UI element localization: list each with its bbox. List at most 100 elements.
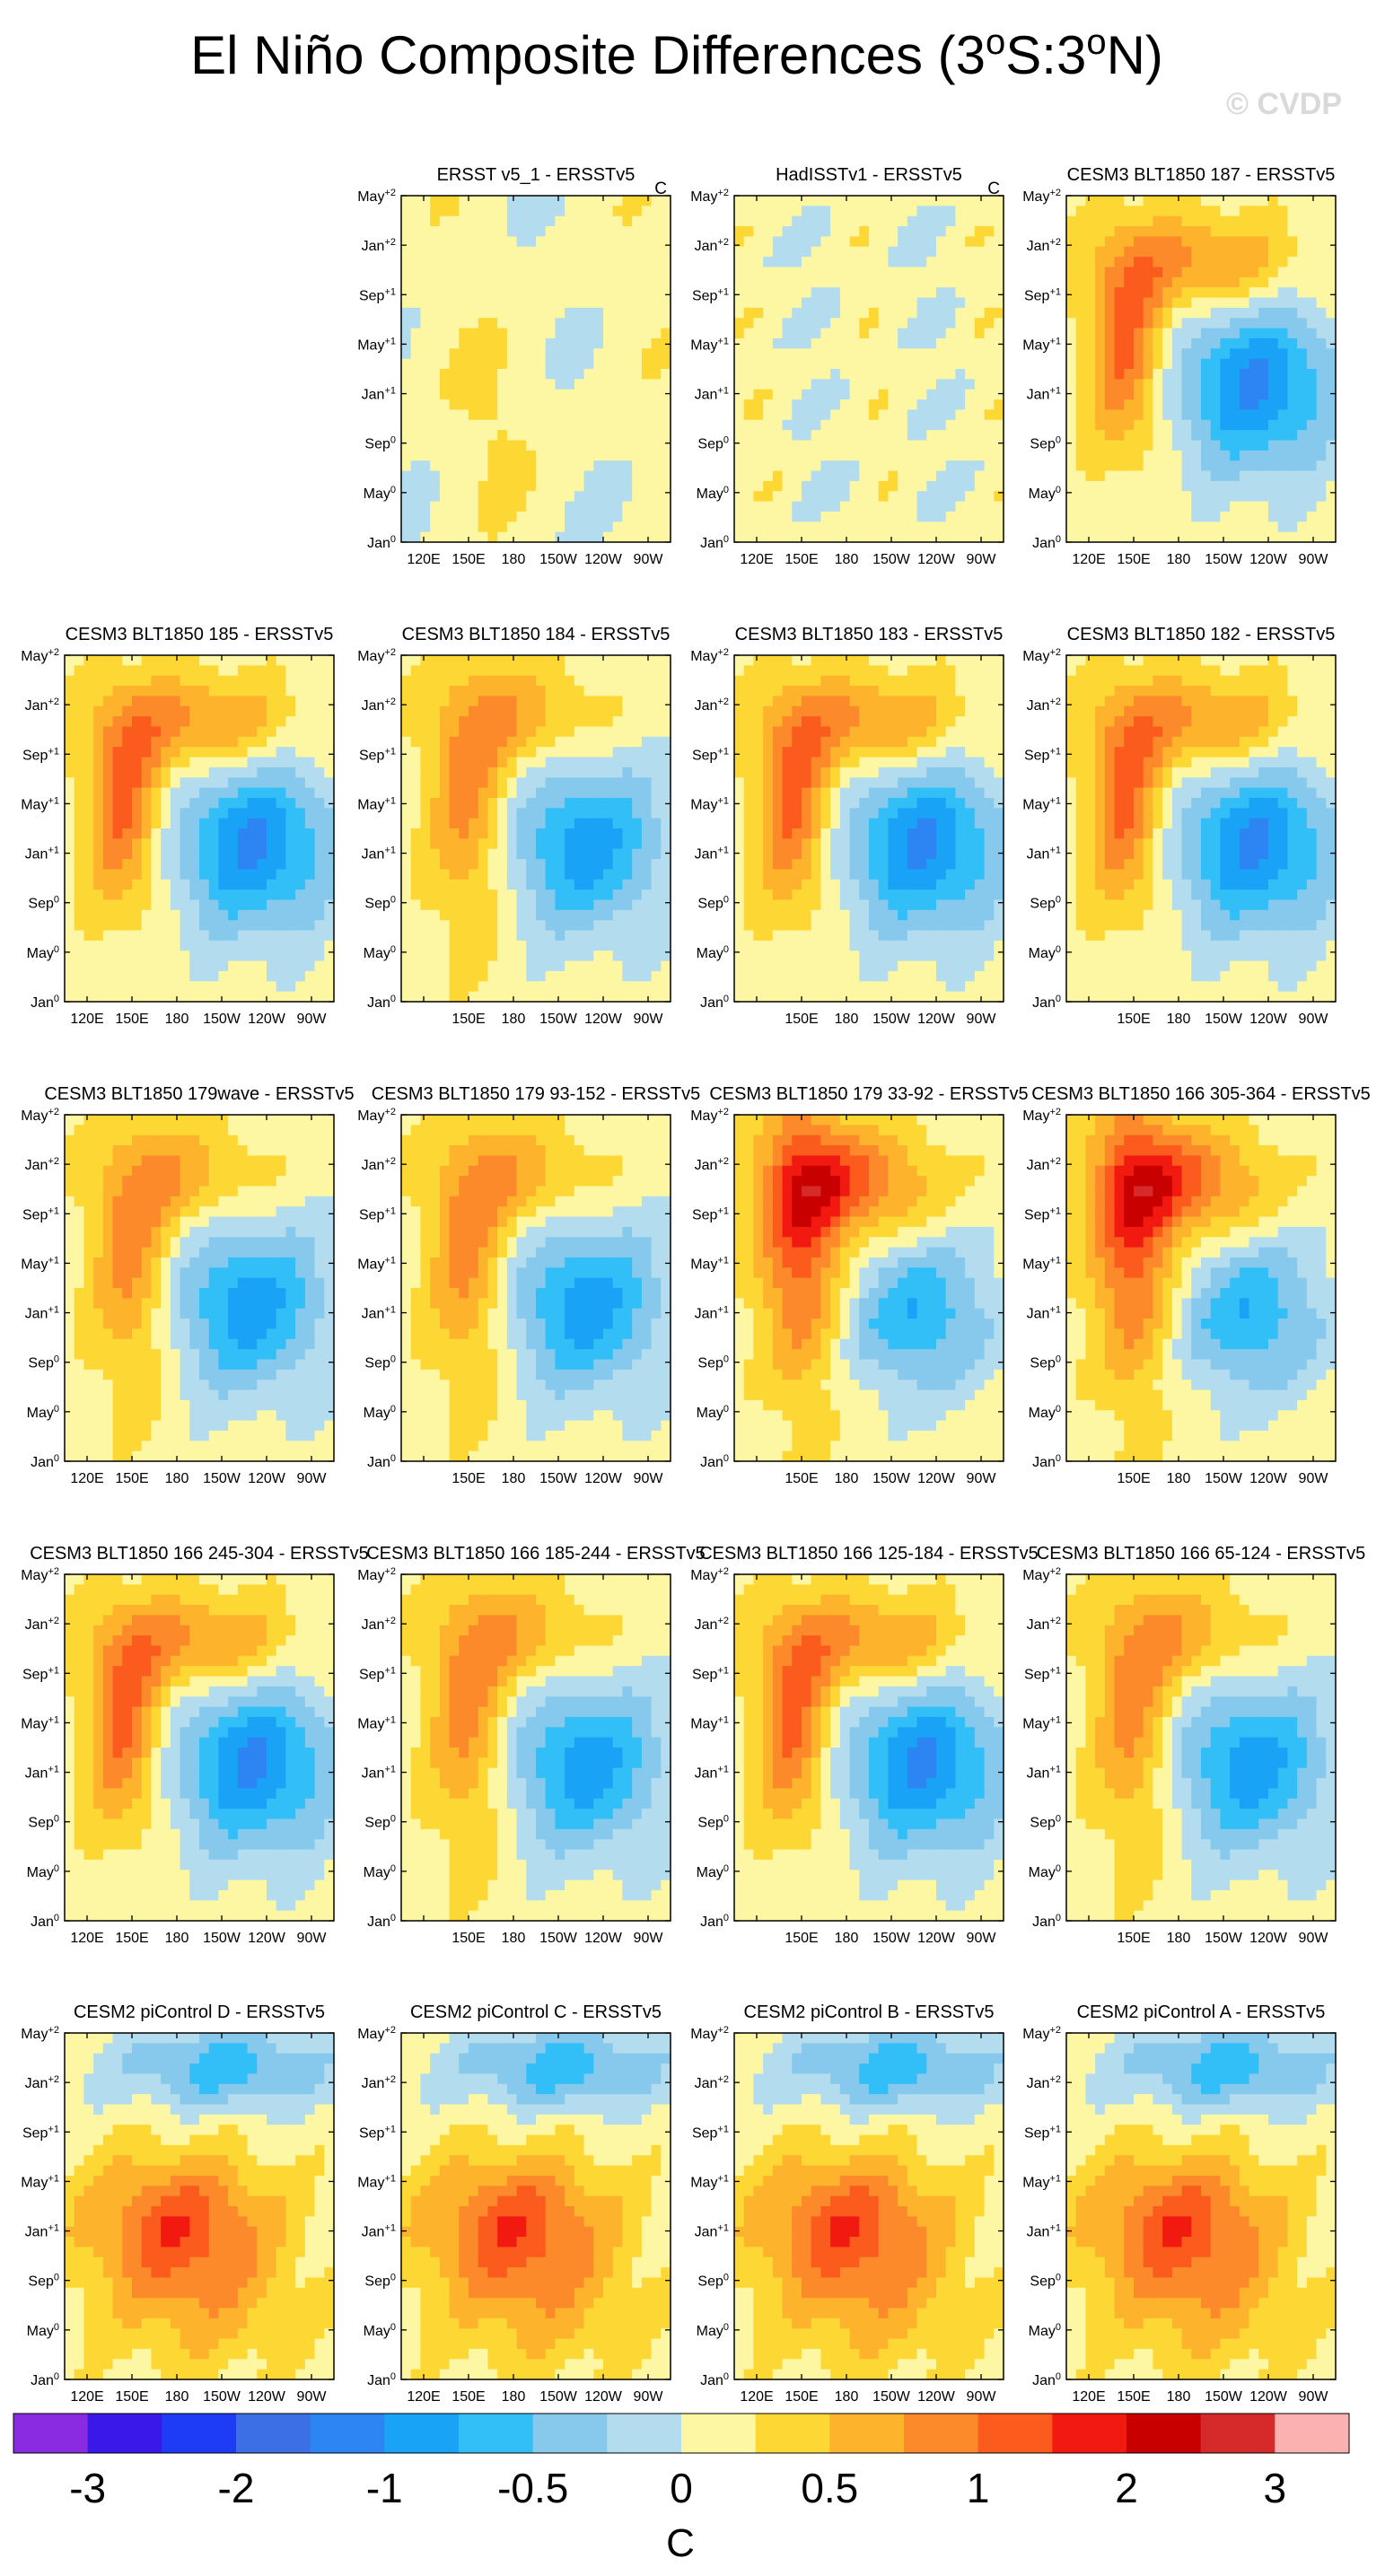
x-tick-label: 180 bbox=[1167, 552, 1191, 567]
field-cell bbox=[820, 369, 831, 380]
field-cell bbox=[497, 409, 508, 421]
field-cell bbox=[1143, 440, 1154, 451]
field-cell bbox=[478, 970, 489, 982]
field-cell bbox=[574, 655, 585, 666]
field-cell bbox=[420, 409, 431, 421]
field-cell bbox=[661, 757, 671, 768]
field-cell bbox=[888, 196, 898, 206]
field-cell bbox=[622, 215, 633, 227]
field-cell bbox=[439, 859, 451, 871]
field-cell bbox=[1085, 226, 1096, 238]
field-cell bbox=[1210, 337, 1222, 349]
field-cell bbox=[1239, 206, 1250, 217]
field-cell bbox=[830, 450, 841, 461]
field-cell bbox=[180, 848, 190, 860]
field-cell bbox=[734, 440, 745, 451]
field-cell bbox=[469, 665, 479, 677]
field-cell bbox=[478, 686, 489, 697]
field-cell bbox=[811, 379, 822, 390]
field-cell bbox=[487, 337, 498, 349]
field-cell bbox=[141, 970, 153, 982]
field-cell bbox=[420, 747, 431, 758]
field-cell bbox=[811, 246, 822, 258]
field-cell bbox=[93, 665, 104, 677]
field-cell bbox=[526, 675, 537, 687]
field-cell bbox=[545, 838, 557, 850]
field-cell bbox=[420, 665, 431, 677]
field-cell bbox=[189, 859, 200, 871]
field-cell bbox=[410, 307, 422, 319]
field-cell bbox=[632, 909, 643, 921]
field-cell bbox=[516, 389, 527, 400]
field-cell bbox=[1085, 480, 1096, 492]
field-cell bbox=[430, 909, 441, 921]
field-cell bbox=[1143, 236, 1154, 248]
field-cell bbox=[555, 747, 565, 758]
field-cell bbox=[449, 450, 460, 461]
field-cell bbox=[1201, 297, 1212, 309]
field-cell bbox=[516, 379, 527, 390]
field-cell bbox=[1066, 409, 1077, 421]
field-cell bbox=[1153, 358, 1163, 370]
field-cell bbox=[651, 879, 662, 890]
field-cell bbox=[792, 521, 802, 533]
field-cell bbox=[1326, 226, 1337, 238]
field-cell bbox=[74, 889, 85, 901]
field-cell bbox=[1297, 257, 1308, 268]
field-cell bbox=[869, 430, 880, 442]
field-cell bbox=[1114, 389, 1125, 400]
field-cell bbox=[583, 470, 594, 482]
field-cell bbox=[965, 226, 976, 238]
field-cell bbox=[459, 930, 469, 942]
field-cell bbox=[497, 226, 508, 238]
field-cell bbox=[161, 686, 171, 697]
field-cell bbox=[555, 358, 565, 370]
field-cell bbox=[420, 450, 431, 461]
y-tick-label: May+2 bbox=[690, 188, 729, 205]
field-cell bbox=[1306, 328, 1318, 339]
field-cell bbox=[1306, 521, 1318, 533]
field-cell bbox=[1143, 450, 1154, 461]
field-cell bbox=[410, 460, 422, 472]
field-cell bbox=[878, 236, 890, 248]
field-cell bbox=[478, 930, 489, 942]
field-cell bbox=[898, 236, 908, 248]
field-cell bbox=[478, 889, 489, 901]
field-cell bbox=[430, 369, 441, 380]
field-cell bbox=[1143, 460, 1154, 472]
field-cell bbox=[743, 307, 755, 319]
field-cell bbox=[565, 736, 575, 748]
field-cell bbox=[161, 828, 171, 839]
field-cell bbox=[314, 909, 325, 921]
field-cell bbox=[93, 991, 104, 1003]
field-cell bbox=[218, 686, 229, 697]
field-cell bbox=[459, 460, 469, 472]
field-cell bbox=[420, 879, 431, 890]
field-cell bbox=[763, 531, 774, 543]
field-cell bbox=[936, 267, 947, 278]
x-tick-label: 120W bbox=[917, 552, 956, 567]
field-cell bbox=[974, 450, 986, 461]
field-cell bbox=[955, 409, 966, 421]
field-cell bbox=[430, 828, 441, 839]
field-cell bbox=[132, 940, 143, 951]
field-cell bbox=[459, 501, 469, 513]
field-cell bbox=[772, 358, 784, 370]
field-cell bbox=[170, 675, 181, 687]
field-cell bbox=[1210, 531, 1222, 543]
field-cell bbox=[545, 951, 557, 962]
y-tick-label: Jan+2 bbox=[362, 697, 396, 714]
field-cell bbox=[869, 379, 880, 390]
field-cell bbox=[907, 276, 918, 288]
field-cell bbox=[1075, 318, 1087, 329]
field-cell bbox=[469, 960, 479, 972]
field-cell bbox=[555, 399, 565, 411]
field-cell bbox=[1297, 348, 1308, 360]
field-cell bbox=[314, 736, 325, 748]
field-cell bbox=[612, 726, 624, 738]
field-cell bbox=[1258, 307, 1269, 319]
field-cell bbox=[632, 450, 643, 461]
field-cell bbox=[449, 726, 460, 738]
y-tick-label: Sep+1 bbox=[1024, 286, 1061, 303]
field-cell bbox=[459, 257, 469, 268]
